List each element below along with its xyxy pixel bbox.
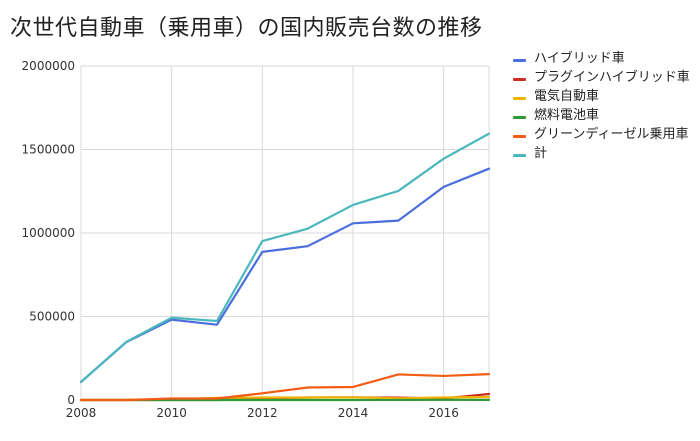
grid-lines — [80, 65, 490, 401]
x-axis-ticks: 2008 2010 2012 2014 2016 — [66, 406, 459, 420]
x-tick-label: 2016 — [428, 406, 459, 420]
y-axis-ticks: 2000000 1500000 1000000 500000 0 — [22, 59, 75, 407]
y-tick-label: 0 — [67, 393, 75, 407]
legend-item: ハイブリッド車 — [513, 52, 693, 66]
chart-title: 次世代自動車（乗用車）の国内販売台数の推移 — [10, 16, 483, 41]
series-line-4 — [79, 373, 491, 402]
legend-item: 計 — [513, 147, 693, 161]
legend-swatch — [513, 97, 526, 100]
legend-swatch — [513, 59, 526, 62]
legend-label: 計 — [534, 146, 548, 161]
legend-label: 燃料電池車 — [534, 108, 600, 123]
legend-swatch — [513, 116, 526, 119]
legend-swatch — [513, 78, 526, 81]
x-tick-label: 2012 — [247, 406, 278, 420]
legend-label: 電気自動車 — [534, 89, 600, 104]
legend-label: グリーンディーゼル乗用車 — [534, 127, 689, 142]
series-lines — [79, 132, 491, 402]
series-line-5 — [79, 132, 491, 384]
legend-label: プラグインハイブリッド車 — [534, 70, 690, 85]
legend: ハイブリッド車プラグインハイブリッド車 電気自動車燃料電池車グリーンディーゼル乗用… — [513, 52, 693, 166]
legend-item: プラグインハイブリッド車 — [513, 71, 693, 85]
y-tick-label: 2000000 — [22, 59, 75, 73]
legend-item: グリーンディーゼル乗用車 — [513, 128, 693, 142]
legend-swatch — [513, 135, 526, 138]
x-tick-label: 2014 — [338, 406, 369, 420]
x-tick-label: 2010 — [156, 406, 187, 420]
y-tick-label: 1500000 — [22, 143, 75, 157]
y-tick-label: 1000000 — [22, 226, 75, 240]
y-tick-label: 500000 — [29, 310, 75, 324]
series-line-0 — [79, 167, 491, 384]
x-tick-label: 2008 — [66, 406, 97, 420]
legend-item: 燃料電池車 — [513, 109, 693, 123]
legend-item: 電気自動車 — [513, 90, 693, 104]
legend-swatch — [513, 154, 526, 157]
legend-label: ハイブリッド車 — [534, 51, 625, 66]
